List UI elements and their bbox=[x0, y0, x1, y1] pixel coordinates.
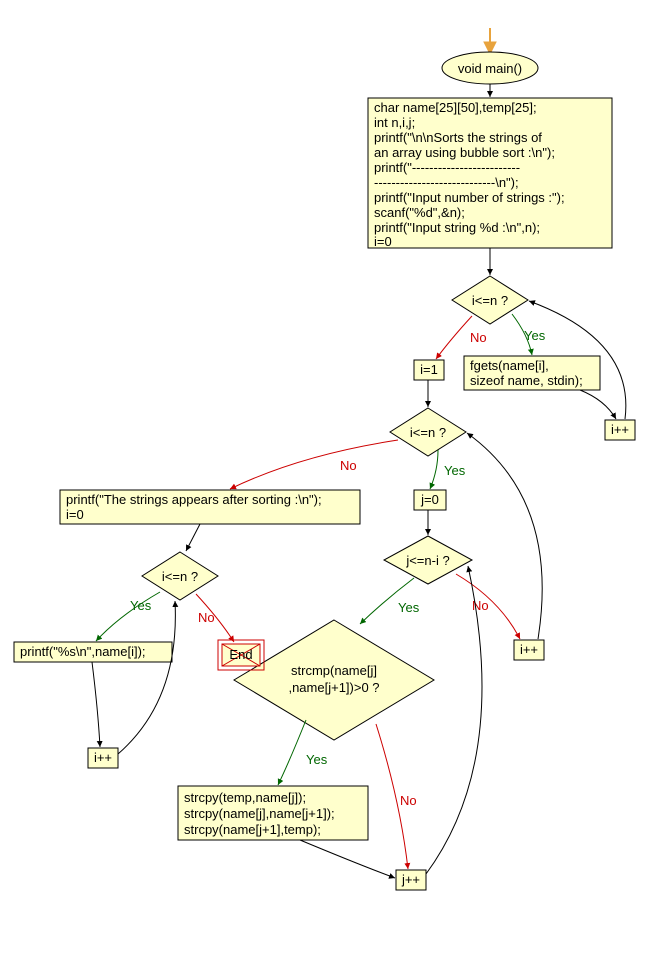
cond1-label: i<=n ? bbox=[472, 293, 508, 308]
init-line6: printf("Input number of strings :"); bbox=[374, 190, 565, 205]
edge-fgets-inc1 bbox=[580, 390, 616, 419]
cond4-no-label: No bbox=[400, 793, 417, 808]
cond4-line1: ,name[j+1])>0 ? bbox=[288, 680, 379, 695]
init-line0: char name[25][50],temp[25]; bbox=[374, 100, 537, 115]
edge-cond4-yes bbox=[278, 720, 306, 785]
fgets-line0: fgets(name[i], bbox=[470, 358, 549, 373]
cond4-yes-label: Yes bbox=[306, 752, 328, 767]
swap-line0: strcpy(temp,name[j]); bbox=[184, 790, 306, 805]
print-node: printf("%s\n",name[i]); bbox=[14, 642, 172, 662]
entry-arrow bbox=[484, 28, 496, 54]
print-line0: printf("%s\n",name[i]); bbox=[20, 644, 146, 659]
edge-cond1-no bbox=[436, 316, 472, 359]
swap-line1: strcpy(name[j],name[j+1]); bbox=[184, 806, 335, 821]
init-line3: an array using bubble sort :\n"); bbox=[374, 145, 555, 160]
j0-line0: j=0 bbox=[420, 492, 439, 507]
init-line9: i=0 bbox=[374, 234, 392, 249]
cond4-line0: strcmp(name[j] bbox=[291, 663, 377, 678]
jinc-node: j++ bbox=[396, 870, 426, 890]
end-node: End bbox=[218, 640, 264, 670]
cond1-node: i<=n ? bbox=[452, 276, 528, 324]
edge-swap-jinc bbox=[300, 840, 395, 878]
cond5-no-label: No bbox=[198, 610, 215, 625]
cond1-yes-label: Yes bbox=[524, 328, 546, 343]
init-line2: printf("\n\nSorts the strings of bbox=[374, 130, 542, 145]
init-node: char name[25][50],temp[25]; int n,i,j; p… bbox=[368, 98, 612, 249]
i1-node: i=1 bbox=[414, 360, 444, 380]
cond3-yes-label: Yes bbox=[398, 600, 420, 615]
flowchart-canvas: void main() char name[25][50],temp[25]; … bbox=[0, 0, 659, 959]
cond2-node: i<=n ? bbox=[390, 408, 466, 456]
init-line8: printf("Input string %d :\n",n); bbox=[374, 220, 540, 235]
after-node: printf("The strings appears after sortin… bbox=[60, 490, 360, 524]
inc3-node: i++ bbox=[88, 748, 118, 768]
end-label: End bbox=[229, 647, 252, 662]
cond5-yes-label: Yes bbox=[130, 598, 152, 613]
inc2-line0: i++ bbox=[520, 642, 538, 657]
fgets-line1: sizeof name, stdin); bbox=[470, 373, 583, 388]
cond2-yes-label: Yes bbox=[444, 463, 466, 478]
cond2-label: i<=n ? bbox=[410, 425, 446, 440]
edge-print-inc3 bbox=[92, 662, 100, 747]
start-label: void main() bbox=[458, 61, 522, 76]
cond3-node: j<=n-i ? bbox=[384, 536, 472, 584]
init-line4: printf("------------------------- bbox=[374, 160, 520, 175]
fgets-node: fgets(name[i], sizeof name, stdin); bbox=[464, 356, 600, 390]
cond5-node: i<=n ? bbox=[142, 552, 218, 600]
edge-after-cond5 bbox=[186, 524, 200, 551]
init-line1: int n,i,j; bbox=[374, 115, 415, 130]
init-line7: scanf("%d",&n); bbox=[374, 205, 465, 220]
inc1-line0: i++ bbox=[611, 422, 629, 437]
j0-node: j=0 bbox=[414, 490, 446, 510]
edge-cond2-yes bbox=[430, 450, 438, 489]
swap-line2: strcpy(name[j+1],temp); bbox=[184, 822, 321, 837]
swap-node: strcpy(temp,name[j]); strcpy(name[j],nam… bbox=[178, 786, 368, 840]
cond2-no-label: No bbox=[340, 458, 357, 473]
jinc-line0: j++ bbox=[401, 872, 420, 887]
after-line1: i=0 bbox=[66, 507, 84, 522]
inc3-line0: i++ bbox=[94, 750, 112, 765]
after-line0: printf("The strings appears after sortin… bbox=[66, 492, 322, 507]
i1-line0: i=1 bbox=[420, 362, 438, 377]
cond1-no-label: No bbox=[470, 330, 487, 345]
edge-inc3-cond5 bbox=[118, 601, 175, 754]
cond4-node: strcmp(name[j] ,name[j+1])>0 ? bbox=[234, 620, 434, 740]
init-line5: ----------------------------\n"); bbox=[374, 175, 519, 190]
start-node: void main() bbox=[442, 52, 538, 84]
cond5-label: i<=n ? bbox=[162, 569, 198, 584]
inc2-node: i++ bbox=[514, 640, 544, 660]
edge-cond2-no bbox=[230, 440, 398, 489]
inc1-node: i++ bbox=[605, 420, 635, 440]
cond3-label: j<=n-i ? bbox=[405, 553, 449, 568]
